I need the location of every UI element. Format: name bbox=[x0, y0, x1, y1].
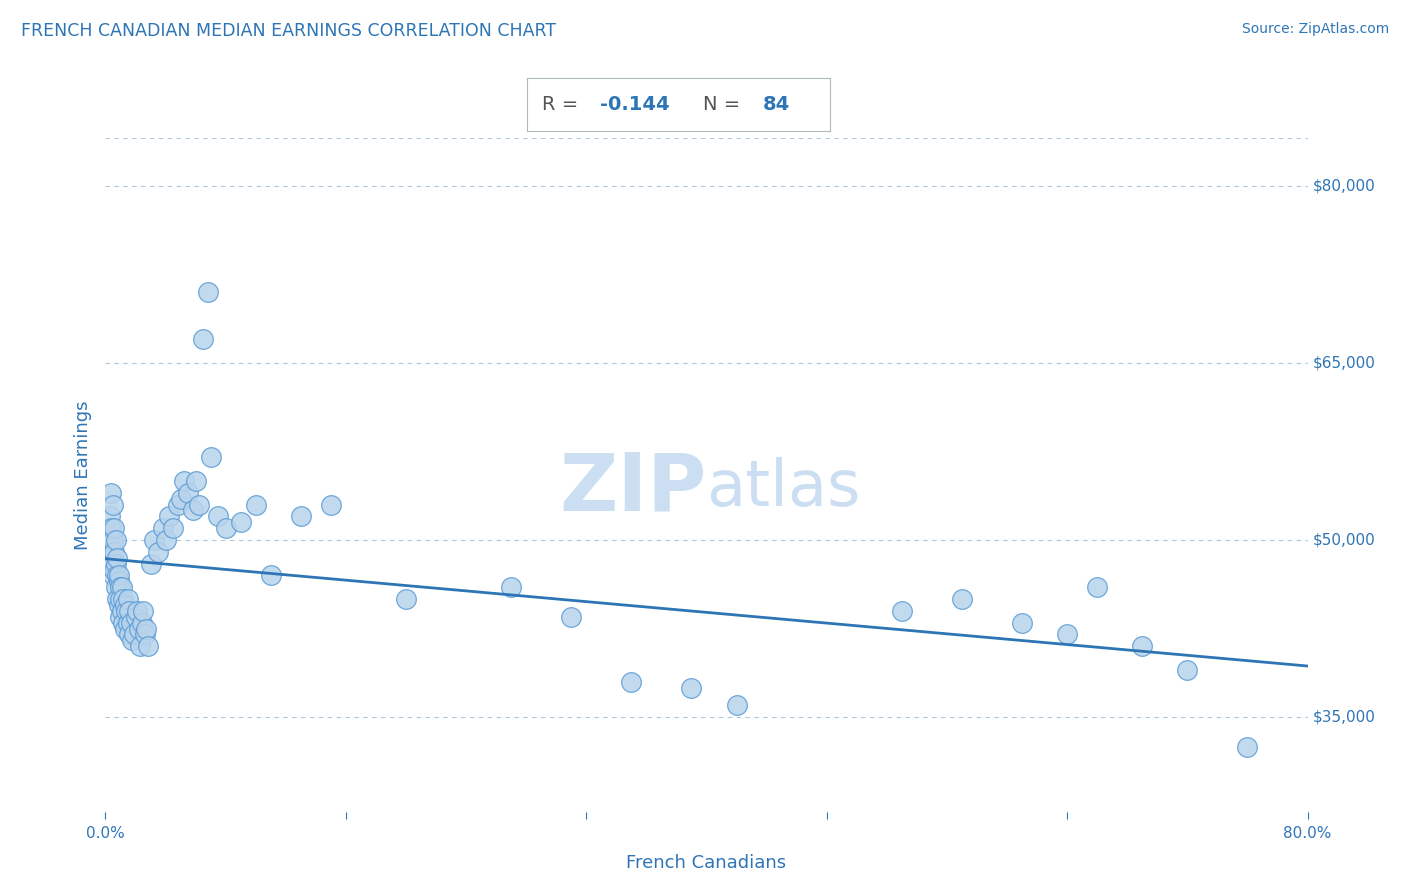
Point bbox=[131, 615, 153, 630]
Text: -0.144: -0.144 bbox=[600, 95, 669, 114]
Text: 84: 84 bbox=[763, 95, 790, 114]
Point bbox=[950, 592, 973, 607]
Point bbox=[501, 580, 523, 594]
Text: Source: ZipAtlas.com: Source: ZipAtlas.com bbox=[1241, 22, 1389, 37]
Point bbox=[110, 609, 132, 624]
Point bbox=[112, 615, 135, 630]
Point bbox=[1085, 580, 1108, 594]
Point bbox=[560, 609, 582, 624]
Text: N =: N = bbox=[703, 95, 747, 114]
Point bbox=[181, 503, 204, 517]
Point bbox=[107, 568, 129, 582]
Point bbox=[114, 622, 136, 636]
Point bbox=[111, 580, 134, 594]
Point bbox=[166, 498, 188, 512]
Point bbox=[128, 622, 150, 636]
Point bbox=[395, 592, 418, 607]
Point bbox=[124, 609, 146, 624]
Point bbox=[117, 592, 139, 607]
Point bbox=[157, 509, 180, 524]
Point bbox=[229, 515, 252, 529]
Point bbox=[139, 557, 162, 571]
Point bbox=[1236, 739, 1258, 754]
Point bbox=[115, 604, 138, 618]
Point bbox=[155, 533, 177, 547]
Point bbox=[111, 604, 134, 618]
Point bbox=[173, 474, 195, 488]
Text: FRENCH CANADIAN MEDIAN EARNINGS CORRELATION CHART: FRENCH CANADIAN MEDIAN EARNINGS CORRELAT… bbox=[21, 22, 557, 40]
Point bbox=[191, 332, 214, 346]
Point bbox=[104, 557, 127, 571]
Text: $80,000: $80,000 bbox=[1313, 178, 1376, 193]
Text: ZIP: ZIP bbox=[560, 450, 707, 527]
Point bbox=[319, 498, 342, 512]
Point bbox=[152, 521, 174, 535]
Point bbox=[725, 698, 748, 713]
Point bbox=[100, 485, 122, 500]
Point bbox=[98, 509, 121, 524]
Point bbox=[108, 598, 131, 612]
Point bbox=[103, 521, 125, 535]
Point bbox=[129, 640, 152, 654]
Point bbox=[118, 604, 141, 618]
Point bbox=[103, 562, 125, 576]
Point bbox=[200, 450, 222, 465]
Point bbox=[136, 640, 159, 654]
Y-axis label: Median Earnings: Median Earnings bbox=[73, 401, 91, 549]
Point bbox=[104, 580, 127, 594]
Text: R =: R = bbox=[543, 95, 585, 114]
Point bbox=[101, 533, 124, 547]
Point bbox=[118, 627, 141, 641]
Point bbox=[125, 604, 148, 618]
Point bbox=[245, 498, 267, 512]
Point bbox=[101, 498, 124, 512]
Point bbox=[101, 568, 124, 582]
Point bbox=[169, 491, 191, 506]
Point bbox=[290, 509, 312, 524]
Point bbox=[177, 485, 200, 500]
Point bbox=[98, 545, 121, 559]
Text: $65,000: $65,000 bbox=[1313, 355, 1376, 370]
Point bbox=[1175, 663, 1198, 677]
Point bbox=[121, 633, 143, 648]
Point bbox=[107, 592, 129, 607]
Point bbox=[187, 498, 209, 512]
Point bbox=[1011, 615, 1033, 630]
Point bbox=[197, 285, 219, 299]
Point bbox=[132, 604, 155, 618]
Point bbox=[142, 533, 165, 547]
Point bbox=[207, 509, 229, 524]
Point bbox=[101, 557, 124, 571]
Point bbox=[108, 568, 131, 582]
Point bbox=[104, 533, 127, 547]
Text: atlas: atlas bbox=[707, 458, 860, 519]
Point bbox=[100, 521, 122, 535]
Point bbox=[162, 521, 184, 535]
Point bbox=[620, 674, 643, 689]
Point bbox=[110, 592, 132, 607]
Point bbox=[184, 474, 207, 488]
X-axis label: French Canadians: French Canadians bbox=[627, 855, 786, 872]
Point bbox=[681, 681, 703, 695]
Point bbox=[112, 592, 135, 607]
Point bbox=[1056, 627, 1078, 641]
Point bbox=[117, 615, 139, 630]
Point bbox=[134, 627, 156, 641]
Point bbox=[135, 622, 157, 636]
Point bbox=[146, 545, 169, 559]
Point bbox=[110, 580, 132, 594]
Point bbox=[120, 615, 142, 630]
Point bbox=[108, 574, 131, 589]
Text: $50,000: $50,000 bbox=[1313, 533, 1376, 548]
Point bbox=[214, 521, 236, 535]
Point bbox=[114, 598, 136, 612]
Point bbox=[122, 627, 145, 641]
Point bbox=[890, 604, 912, 618]
Point bbox=[260, 568, 283, 582]
Point bbox=[1130, 640, 1153, 654]
Point bbox=[103, 545, 125, 559]
Text: $35,000: $35,000 bbox=[1313, 710, 1376, 724]
Point bbox=[107, 550, 129, 565]
